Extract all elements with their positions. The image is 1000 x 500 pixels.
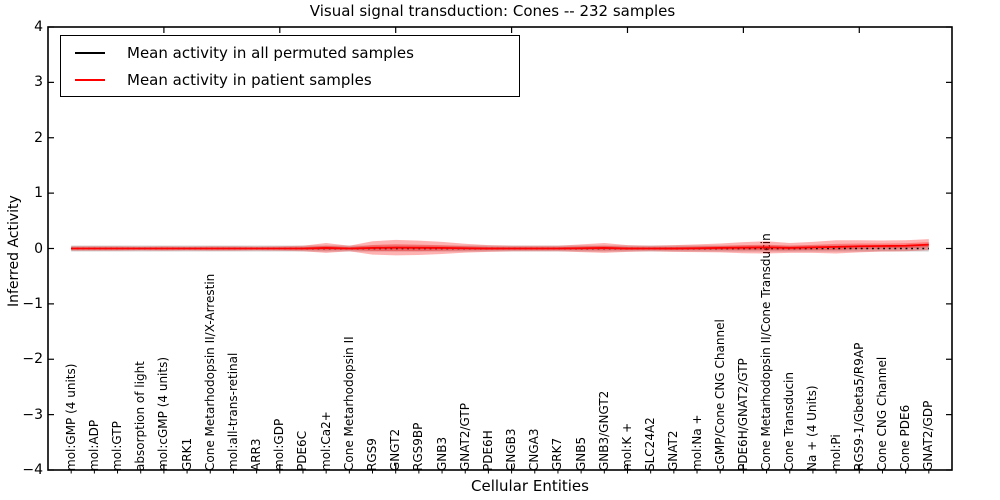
x-tick-label: mol:GDP: [272, 418, 287, 471]
x-tick-label: PDE6H/GNAT2/GTP: [735, 358, 750, 471]
x-tick-label: GRK1: [179, 437, 194, 471]
x-tick-label: Na + (4 Units): [805, 385, 820, 471]
patient-line-swatch-icon: [75, 78, 105, 81]
legend-label: Mean activity in patient samples: [127, 70, 372, 89]
legend-label: Mean activity in all permuted samples: [127, 43, 414, 62]
x-tick-label: mol:all-trans-retinal: [225, 352, 240, 471]
y-tick-label: 2: [34, 129, 43, 146]
x-tick-label: SLC24A2: [643, 417, 658, 471]
y-tick-label: 4: [34, 19, 43, 35]
x-tick-label: mol:cGMP (4 units): [156, 356, 171, 471]
x-tick-label: CNGA3: [527, 428, 542, 472]
x-tick-label: PDE6C: [295, 430, 310, 471]
legend: Mean activity in all permuted samples Me…: [60, 35, 520, 97]
x-tick-label: mol:ADP: [86, 419, 101, 471]
x-tick-label: RGS9: [365, 438, 379, 471]
x-tick-label: mol:K +: [619, 422, 634, 471]
y-tick-label: −4: [22, 462, 43, 478]
y-axis-label: Inferred Activity: [6, 195, 22, 307]
x-tick-label: Cone Metarhodopsin II/X-Arrestin: [202, 273, 217, 471]
x-tick-label: Cone CNG Channel: [874, 356, 889, 471]
x-tick-label: mol:Ca2+: [318, 411, 333, 471]
x-tick-label: RGS9-1/Gbeta5/R9AP: [851, 342, 866, 471]
x-tick-label: mol:Pi: [828, 434, 843, 471]
x-tick-label: Cone Transducin: [782, 372, 797, 471]
x-tick-label: mol:GTP: [110, 421, 125, 471]
x-tick-label: GNAT2/GTP: [457, 403, 472, 471]
x-tick-label: Cone Metarhodopsin II/Cone Transducin: [759, 233, 774, 471]
y-tick-label: 3: [34, 74, 43, 91]
x-tick-label: mol:Na +: [689, 414, 704, 471]
x-tick-label: Cone Metarhodopsin II: [341, 336, 356, 471]
x-tick-label: CNGB3: [504, 428, 519, 471]
x-tick-label: ARR3: [249, 438, 264, 471]
x-tick-label: GRK7: [550, 437, 565, 471]
x-tick-label: GNAT2/GDP: [921, 400, 936, 471]
x-axis-label: Cellular Entities: [471, 477, 589, 495]
y-tick-label: 1: [34, 185, 43, 202]
y-tick-label: −1: [22, 295, 43, 312]
y-tick-label: −2: [22, 351, 43, 368]
x-tick-label: RGS9BP: [411, 422, 426, 471]
legend-entry-patient: Mean activity in patient samples: [75, 70, 519, 90]
y-tick-label: −3: [22, 406, 43, 423]
x-tick-label: mol:GMP (4 units): [63, 363, 78, 471]
legend-entry-permuted: Mean activity in all permuted samples: [75, 43, 519, 63]
y-tick-label: 0: [34, 240, 43, 257]
chart-title: Visual signal transduction: Cones -- 232…: [309, 2, 676, 20]
permuted-line-swatch-icon: [75, 51, 105, 54]
x-tick-label: GNB5: [573, 436, 588, 471]
x-tick-label: GNAT2: [666, 430, 681, 471]
x-tick-label: cGMP/Cone CNG Channel: [712, 319, 727, 471]
x-tick-label: Cone PDE6: [898, 404, 913, 471]
x-tick-label: GNGT2: [388, 428, 403, 471]
x-tick-label: PDE6H: [480, 430, 495, 471]
x-tick-label: GNB3/GNGT2: [596, 390, 611, 471]
x-tick-label: GNB3: [434, 436, 449, 471]
x-tick-label: absorption of light: [133, 361, 148, 471]
